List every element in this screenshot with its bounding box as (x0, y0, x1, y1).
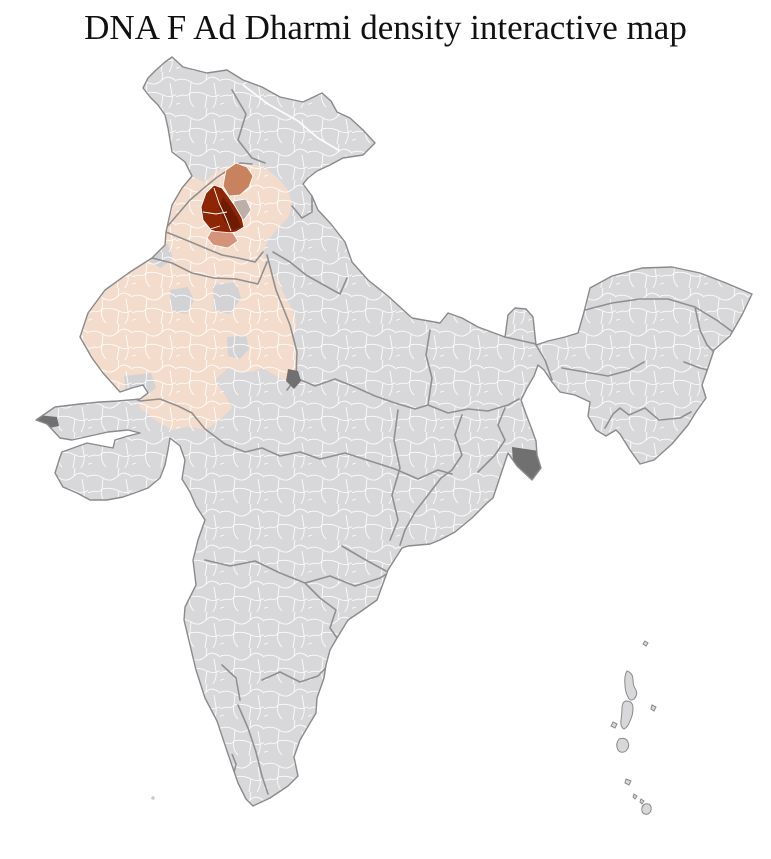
district-boundaries-texture (36, 57, 752, 806)
medium-low-density-district[interactable] (206, 230, 239, 249)
medium-density-district[interactable] (222, 162, 254, 197)
map-title: DNA F Ad Dharmi density interactive map (84, 8, 687, 47)
high-density-core-district[interactable] (200, 184, 245, 235)
west-islet-speck (151, 796, 155, 800)
capital-district-patch (286, 369, 301, 389)
island-chain[interactable] (610, 640, 657, 815)
india-outline (35, 56, 753, 807)
backwater-marks (231, 753, 237, 774)
state-boundaries (119, 89, 735, 795)
core-subdivision-lines (202, 187, 232, 232)
northern-internal-line (242, 84, 341, 152)
